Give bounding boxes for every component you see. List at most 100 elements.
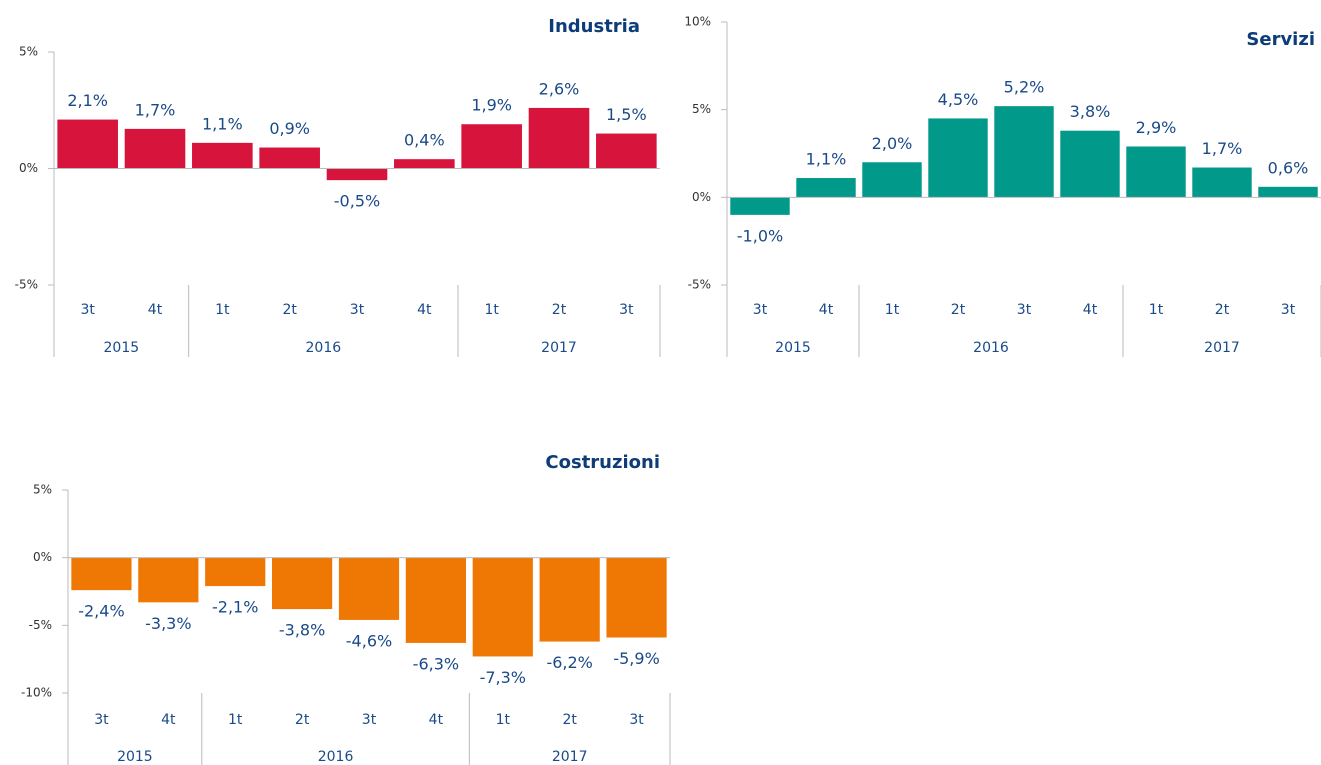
bar — [338, 557, 400, 620]
data-label: 1,1% — [202, 114, 243, 133]
group-label: 2016 — [973, 340, 1009, 356]
x-tick-label: 1t — [1149, 302, 1164, 318]
x-tick-label: 3t — [362, 712, 377, 728]
data-label: 1,7% — [1202, 139, 1243, 158]
x-tick-label: 4t — [1083, 302, 1098, 318]
y-tick-label: -5% — [688, 278, 711, 292]
bar — [862, 162, 922, 198]
chart-title: Industria — [548, 16, 640, 37]
data-label: 2,0% — [872, 134, 913, 153]
data-label: -3,3% — [145, 614, 191, 633]
bar — [606, 557, 667, 638]
x-tick-label: 1t — [484, 302, 499, 318]
x-tick-label: 4t — [161, 712, 176, 728]
data-label: -3,8% — [279, 621, 325, 640]
x-tick-label: 2t — [282, 302, 297, 318]
y-tick-label: 10% — [684, 15, 711, 29]
x-tick-label: 3t — [629, 712, 644, 728]
bar — [928, 118, 988, 198]
bar — [272, 557, 333, 610]
group-label: 2016 — [318, 749, 354, 765]
bar — [405, 557, 466, 643]
bar — [994, 106, 1054, 198]
bar — [461, 124, 522, 169]
x-tick-label: 1t — [215, 302, 230, 318]
bar — [124, 128, 186, 169]
x-tick-label: 2t — [295, 712, 310, 728]
y-tick-label: 0% — [692, 190, 711, 204]
data-label: 5,2% — [1004, 78, 1045, 97]
data-label: 1,5% — [606, 105, 647, 124]
x-tick-label: 4t — [429, 712, 444, 728]
x-tick-label: 3t — [1017, 302, 1032, 318]
bar — [539, 557, 600, 642]
x-tick-label: 3t — [350, 302, 365, 318]
data-label: 2,6% — [539, 79, 580, 98]
chart-title: Costruzioni — [545, 452, 660, 473]
bar — [394, 159, 455, 169]
y-tick-label: 0% — [33, 550, 52, 564]
group-label: 2017 — [1204, 340, 1240, 356]
group-label: 2015 — [117, 749, 153, 765]
bar — [57, 119, 118, 169]
data-label: 4,5% — [938, 90, 979, 109]
bar — [472, 557, 533, 657]
group-label: 2016 — [306, 340, 342, 356]
chart-title: Servizi — [1246, 29, 1315, 50]
bar — [205, 557, 266, 587]
data-label: 0,4% — [404, 131, 445, 150]
bar — [259, 147, 320, 169]
bar — [192, 142, 253, 169]
data-label: 2,9% — [1136, 118, 1177, 137]
x-tick-label: 3t — [80, 302, 95, 318]
group-label: 2015 — [104, 340, 140, 356]
data-label: -7,3% — [480, 668, 526, 687]
x-tick-label: 4t — [417, 302, 432, 318]
data-label: -5,9% — [613, 649, 659, 668]
bar — [1060, 130, 1120, 198]
data-label: -2,4% — [78, 602, 124, 621]
bar — [138, 557, 199, 603]
x-tick-label: 3t — [1281, 302, 1296, 318]
x-tick-label: 1t — [496, 712, 511, 728]
data-label: -2,1% — [212, 598, 258, 617]
data-label: 1,9% — [471, 96, 512, 115]
data-label: 1,7% — [135, 100, 176, 119]
data-label: -0,5% — [334, 192, 380, 211]
x-tick-label: 3t — [619, 302, 634, 318]
x-tick-label: 3t — [753, 302, 768, 318]
x-tick-label: 1t — [885, 302, 900, 318]
x-tick-label: 2t — [1215, 302, 1230, 318]
bar — [528, 107, 590, 169]
x-tick-label: 4t — [148, 302, 163, 318]
x-tick-label: 4t — [819, 302, 834, 318]
bar — [1258, 186, 1318, 198]
data-label: 2,1% — [67, 91, 108, 110]
bar — [326, 168, 388, 181]
x-tick-label: 1t — [228, 712, 243, 728]
group-label: 2015 — [775, 340, 811, 356]
bar — [71, 557, 132, 591]
data-label: -1,0% — [737, 226, 783, 245]
data-label: 0,6% — [1268, 158, 1309, 177]
data-label: 3,8% — [1070, 102, 1111, 121]
y-tick-label: 0% — [19, 161, 38, 175]
bar — [730, 197, 790, 215]
x-tick-label: 2t — [951, 302, 966, 318]
data-label: -6,2% — [546, 653, 592, 672]
data-label: -6,3% — [413, 654, 459, 673]
bar — [1192, 167, 1252, 198]
bar — [796, 178, 856, 198]
data-label: 1,1% — [806, 150, 847, 169]
bar — [1126, 146, 1186, 198]
x-tick-label: 2t — [562, 712, 577, 728]
x-tick-label: 2t — [552, 302, 567, 318]
y-tick-label: -5% — [29, 618, 52, 632]
group-label: 2017 — [541, 340, 577, 356]
y-tick-label: -5% — [15, 278, 38, 292]
y-tick-label: 5% — [19, 45, 38, 59]
data-label: -4,6% — [346, 631, 392, 650]
bar — [596, 133, 657, 169]
group-label: 2017 — [552, 749, 588, 765]
